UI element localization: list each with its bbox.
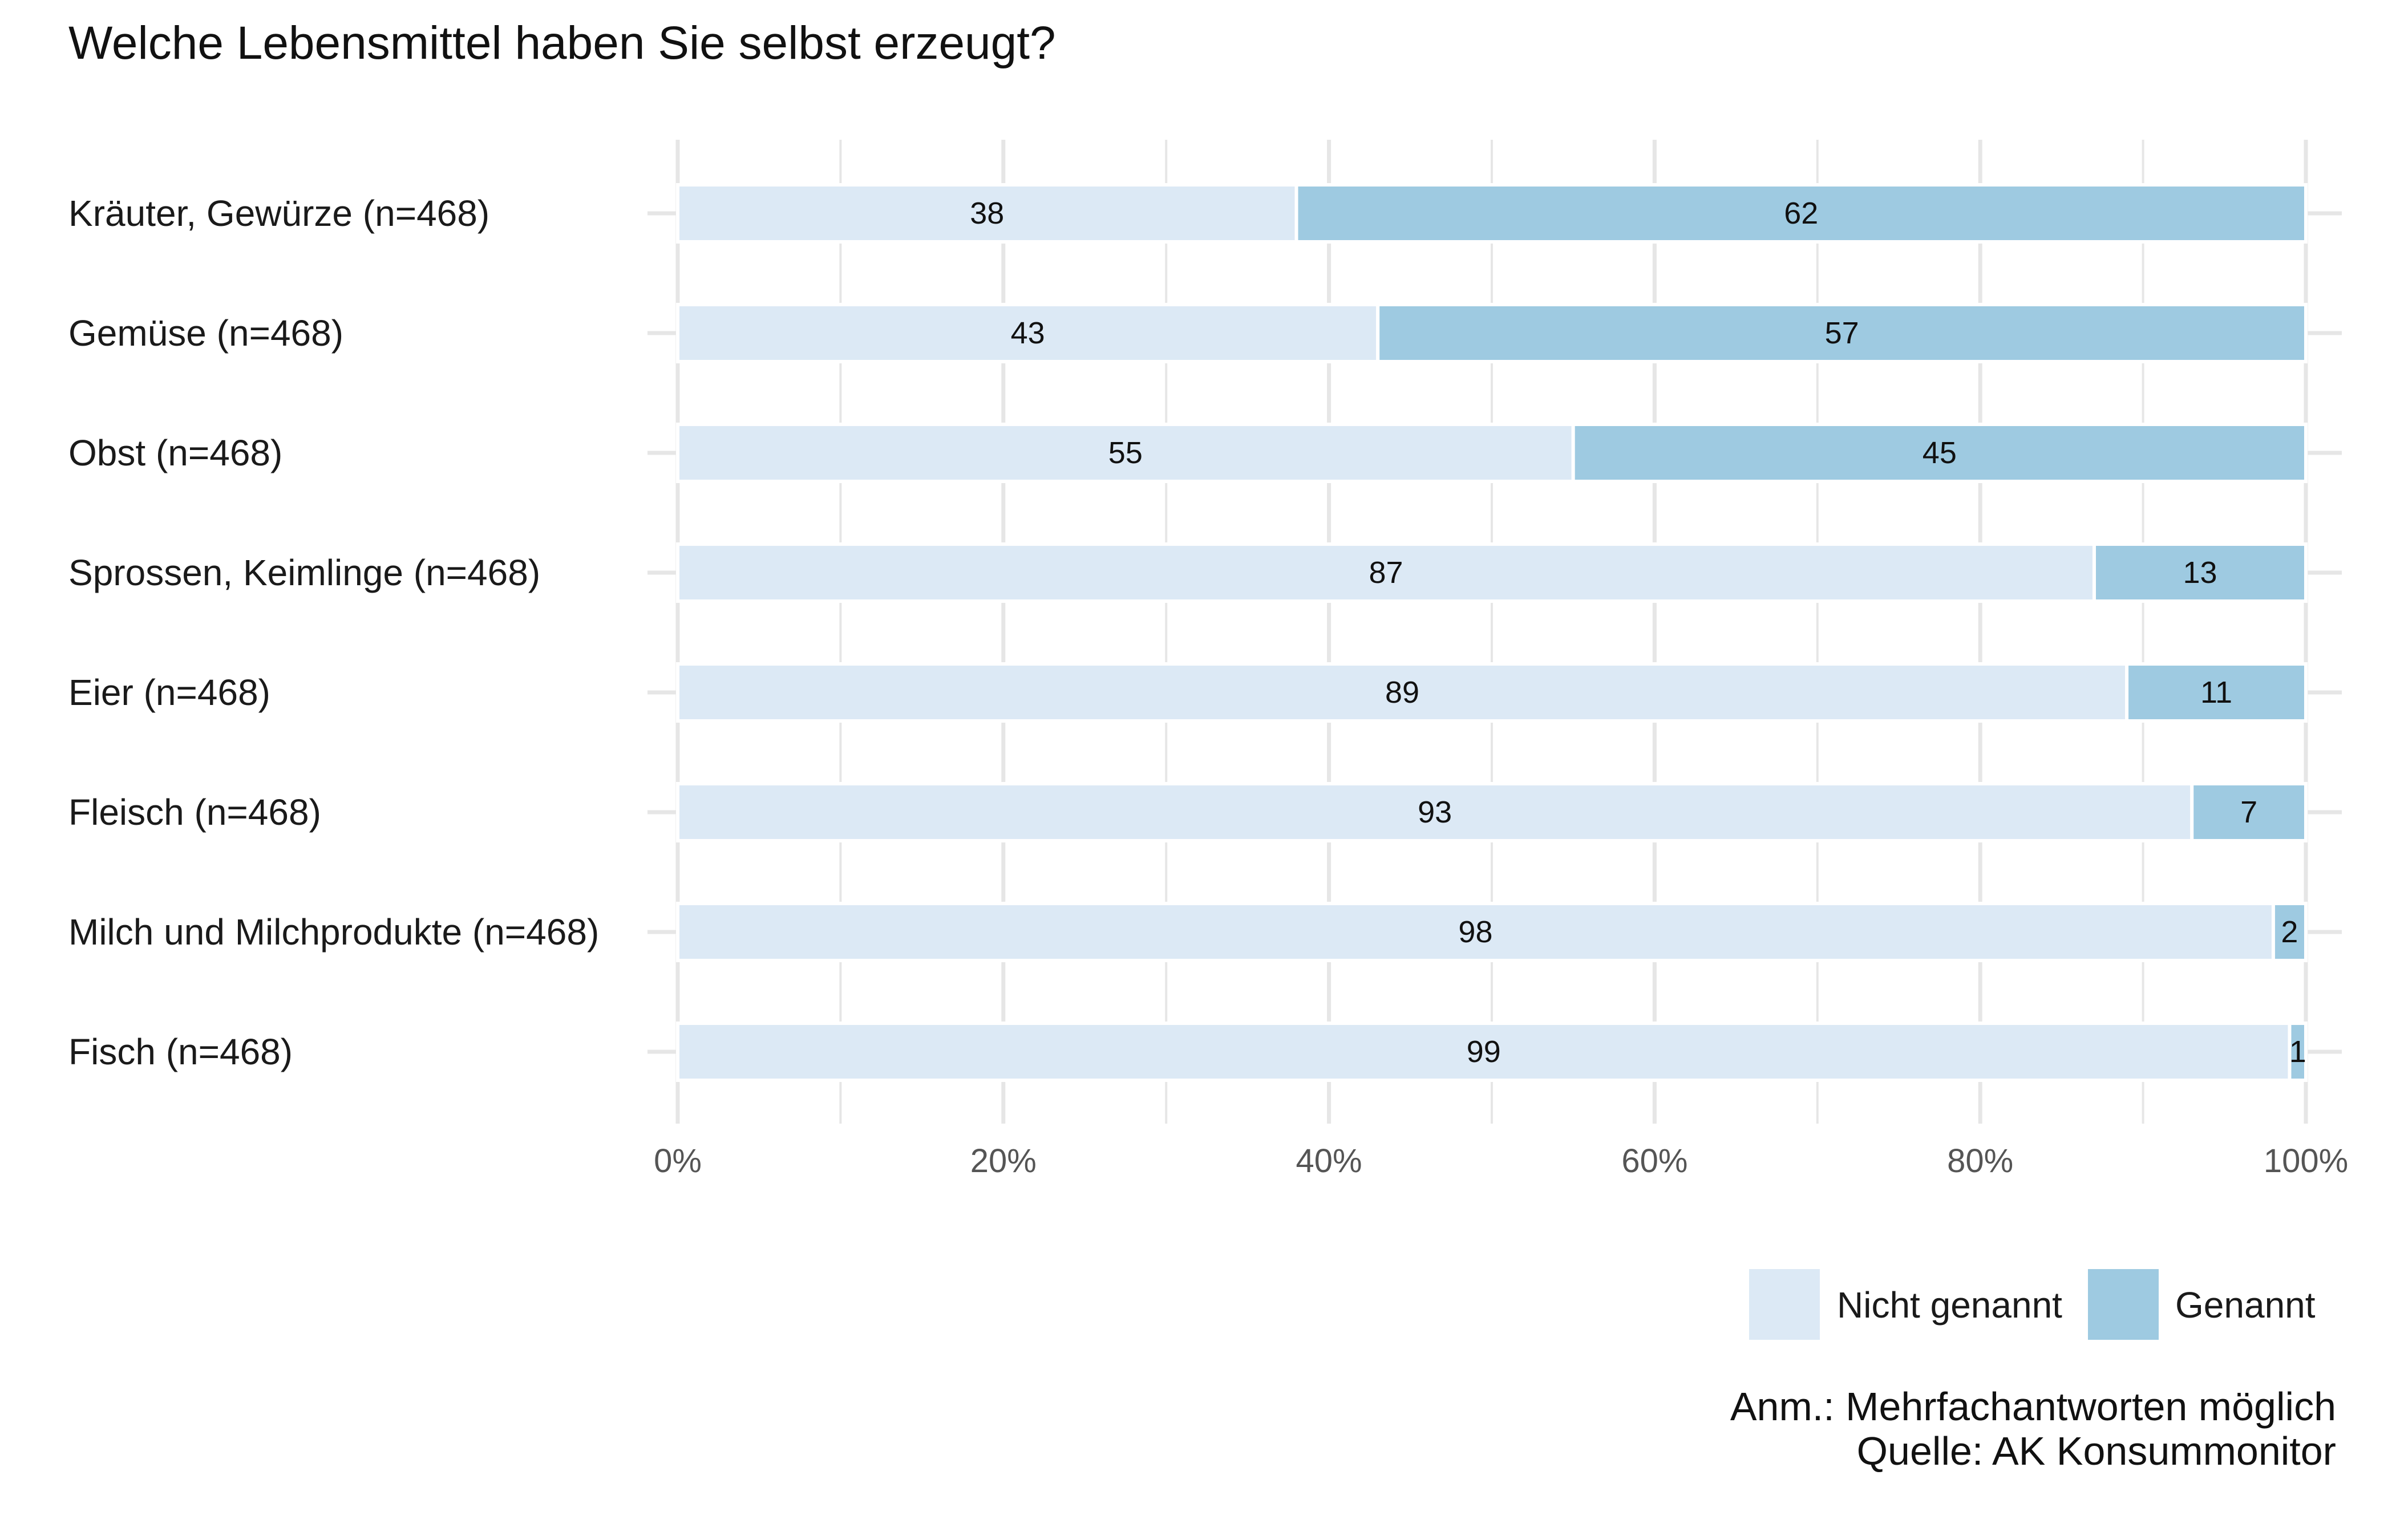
bar-segment-nicht-genannt [676, 902, 2275, 962]
bar-segment-nicht-genannt [676, 1022, 2292, 1082]
x-tick-label: 0% [654, 1142, 702, 1180]
legend-label-genannt: Genannt [2175, 1284, 2316, 1326]
bar-segment-genannt [2190, 782, 2308, 842]
bar-segment-nicht-genannt [676, 782, 2194, 842]
category-label: Eier (n=468) [68, 672, 270, 713]
x-tick-label: 80% [1947, 1142, 2013, 1180]
category-label: Fleisch (n=468) [68, 792, 321, 833]
legend-swatch-nicht-genannt [1749, 1269, 1820, 1340]
data-label-genannt: 57 [1825, 316, 1859, 350]
bar-segment-nicht-genannt [676, 662, 2129, 723]
x-tick-label: 20% [970, 1142, 1037, 1180]
chart-title: Welche Lebensmittel haben Sie selbst erz… [68, 17, 1056, 69]
data-label-genannt: 7 [2240, 795, 2257, 829]
category-label: Milch und Milchprodukte (n=468) [68, 911, 599, 953]
category-label: Sprossen, Keimlinge (n=468) [68, 552, 540, 593]
data-label-nicht-genannt: 89 [1385, 675, 1419, 710]
legend-swatch-genannt [2088, 1269, 2159, 1340]
bars: 38 62 43 57 55 45 87 13 89 11 93 7 98 2 99 1 [676, 183, 2308, 1082]
category-labels: Kräuter, Gewürze (n=468) Gemüse (n=468) Ob… [68, 193, 599, 1072]
data-label-nicht-genannt: 93 [1418, 795, 1452, 829]
data-label-genannt: 1 [2289, 1035, 2306, 1069]
category-label: Gemüse (n=468) [68, 313, 343, 354]
data-label-nicht-genannt: 55 [1108, 436, 1143, 470]
data-label-genannt: 62 [1784, 196, 1818, 230]
bar-segment-genannt [1571, 423, 2308, 483]
x-tick-label: 40% [1296, 1142, 1362, 1180]
category-label: Fisch (n=468) [68, 1031, 293, 1072]
bar-segment-nicht-genannt [676, 542, 2096, 603]
legend-label-nicht-genannt: Nicht genannt [1837, 1284, 2062, 1326]
x-axis-ticks: 0% 20% 40% 60% 80% 100% [654, 1142, 2348, 1180]
category-label: Kräuter, Gewürze (n=468) [68, 193, 489, 234]
x-tick-label: 60% [1621, 1142, 1687, 1180]
data-label-nicht-genannt: 87 [1369, 556, 1403, 590]
bar-segment-genannt [2271, 902, 2308, 962]
x-tick-label: 100% [2264, 1142, 2348, 1180]
data-label-genannt: 13 [2183, 556, 2217, 590]
bar-segment-nicht-genannt [676, 423, 1575, 483]
bar-segment-genannt [1376, 303, 2308, 363]
bar-segment-nicht-genannt [676, 303, 1380, 363]
bar-segment-genannt [2125, 662, 2308, 723]
legend: Nicht genannt Genannt [1749, 1269, 2316, 1340]
category-label: Obst (n=468) [68, 432, 282, 473]
note-quelle: Quelle: AK Konsummonitor [1857, 1429, 2336, 1473]
data-label-nicht-genannt: 43 [1011, 316, 1045, 350]
note-mehrfachantworten: Anm.: Mehrfachantworten möglich [1730, 1384, 2336, 1429]
bar-segment-genannt [2092, 542, 2308, 603]
data-label-nicht-genannt: 38 [970, 196, 1004, 230]
data-label-genannt: 11 [2200, 675, 2232, 710]
data-label-genannt: 2 [2281, 915, 2298, 949]
data-label-nicht-genannt: 99 [1467, 1035, 1501, 1069]
data-label-genannt: 45 [1923, 436, 1957, 470]
bar-segment-genannt [1294, 183, 2308, 244]
grid [647, 140, 2342, 1124]
bar-segment-nicht-genannt [676, 183, 1298, 244]
data-label-nicht-genannt: 98 [1458, 915, 1492, 949]
bar-segment-genannt [2288, 1022, 2308, 1082]
